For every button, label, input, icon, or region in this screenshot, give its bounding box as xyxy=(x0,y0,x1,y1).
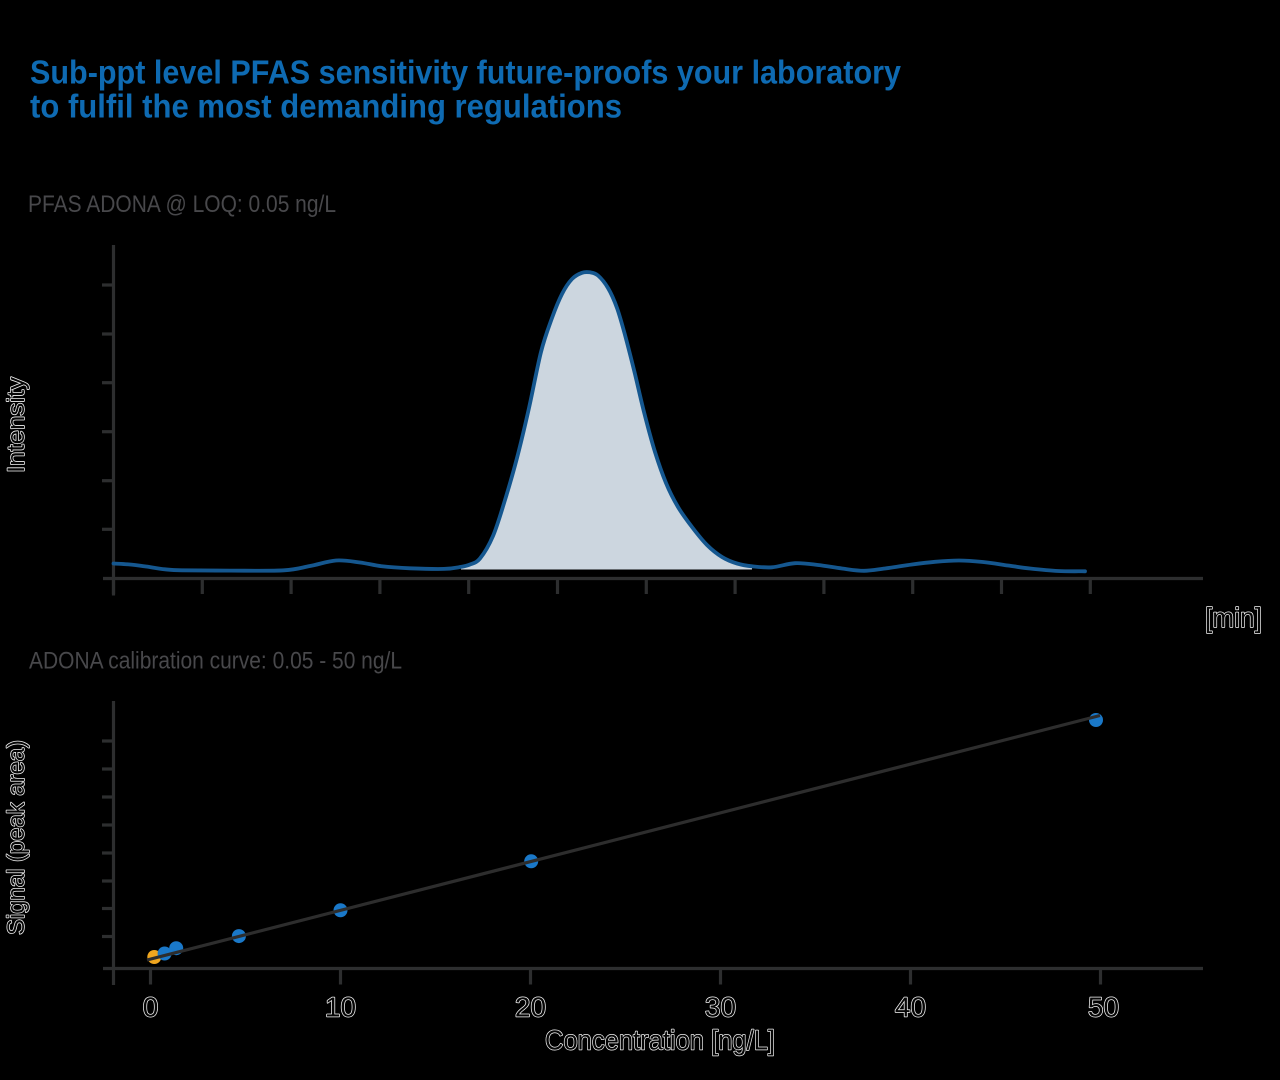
svg-text:PFAS ADONA @ LOQ: 0.05 ng/L: PFAS ADONA @ LOQ: 0.05 ng/L xyxy=(28,191,336,218)
svg-text:to fulfil the most demanding r: to fulfil the most demanding regulations xyxy=(30,88,622,125)
svg-text:40: 40 xyxy=(895,992,926,1023)
svg-text:Signal (peak area): Signal (peak area) xyxy=(3,740,30,935)
svg-text:0: 0 xyxy=(143,992,159,1023)
svg-text:50: 50 xyxy=(1088,992,1119,1023)
svg-text:20: 20 xyxy=(515,992,546,1023)
svg-text:Intensity: Intensity xyxy=(3,377,30,473)
svg-text:[min]: [min] xyxy=(1205,602,1262,633)
svg-text:30: 30 xyxy=(705,992,736,1023)
svg-text:ADONA calibration curve: 0.05: ADONA calibration curve: 0.05 - 50 ng/L xyxy=(29,648,402,675)
svg-text:Concentration [ng/L]: Concentration [ng/L] xyxy=(545,1025,775,1056)
svg-text:Sub-ppt level PFAS sensitivity: Sub-ppt level PFAS sensitivity future-pr… xyxy=(30,54,902,91)
svg-text:10: 10 xyxy=(325,992,356,1023)
